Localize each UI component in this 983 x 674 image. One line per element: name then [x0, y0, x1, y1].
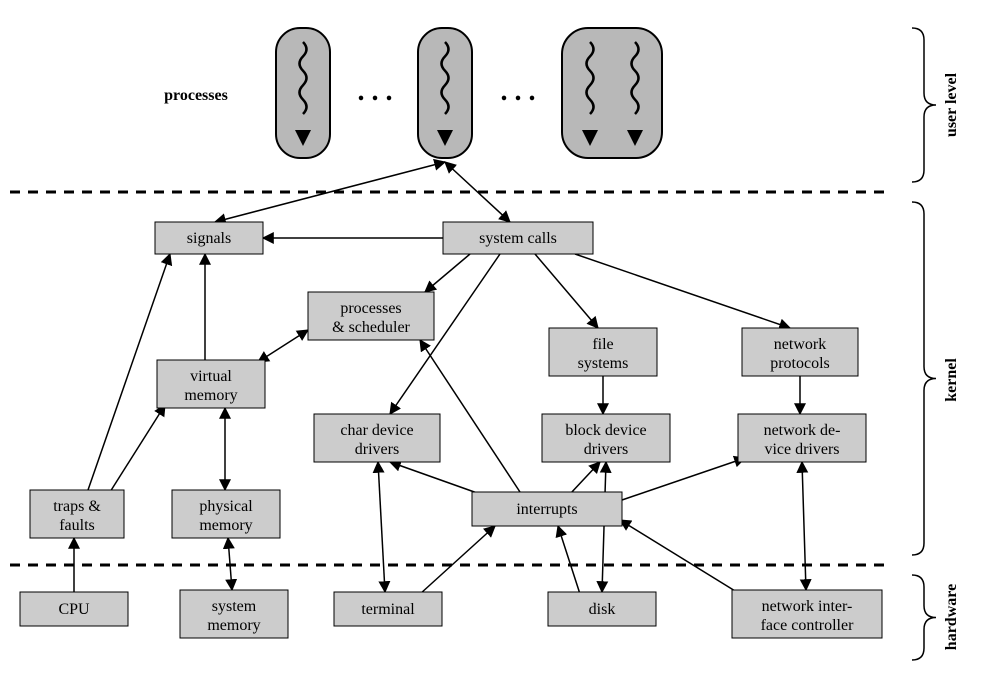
node-label: traps &: [53, 498, 101, 515]
node-label: & scheduler: [332, 319, 410, 336]
edge: [622, 458, 745, 500]
node-label: char device: [340, 422, 413, 439]
node-label: system: [212, 598, 257, 615]
section-brace: [912, 575, 936, 660]
edge: [802, 462, 806, 590]
node-label: block device: [565, 422, 646, 439]
edge: [620, 520, 740, 594]
ellipsis: . . .: [501, 76, 536, 107]
node-label: network de-: [764, 422, 841, 439]
edge: [535, 254, 598, 328]
section-brace: [912, 28, 936, 182]
node-label: CPU: [58, 601, 90, 618]
section-label: user level: [943, 72, 960, 137]
node-label: disk: [589, 601, 616, 618]
edge: [575, 254, 790, 328]
node-label: drivers: [355, 441, 399, 458]
node-label: faults: [59, 517, 95, 534]
edge: [602, 462, 606, 592]
node-label: memory: [199, 517, 252, 534]
node-label: signals: [187, 230, 231, 247]
edge: [258, 330, 308, 362]
edge: [570, 462, 600, 494]
node-label: processes: [340, 300, 401, 317]
node-label: network: [774, 336, 826, 353]
edge: [558, 526, 580, 594]
node-label: interrupts: [516, 501, 577, 518]
section-brace: [912, 202, 936, 555]
edge: [390, 462, 480, 494]
edge: [425, 254, 470, 292]
processes-label: processes: [164, 87, 228, 104]
ellipsis: . . .: [358, 76, 393, 107]
node-label: system calls: [479, 230, 557, 247]
node-label: systems: [578, 355, 629, 372]
kernel-architecture-diagram: . . . . . . user level kernel hardware proc…: [0, 0, 983, 674]
node-label: terminal: [361, 601, 415, 618]
edge: [110, 405, 165, 492]
node-label: network inter-: [762, 598, 853, 615]
node-label: drivers: [584, 441, 628, 458]
node-label: protocols: [770, 355, 830, 372]
section-label: kernel: [943, 358, 960, 402]
node-label: memory: [184, 387, 237, 404]
edge: [420, 526, 495, 594]
section-label: hardware: [943, 584, 960, 650]
edge: [378, 462, 385, 592]
node-label: face controller: [761, 617, 855, 634]
process-icon: [562, 28, 662, 158]
node-label: virtual: [190, 368, 232, 385]
node-label: memory: [207, 617, 260, 634]
node-label: vice drivers: [764, 441, 839, 458]
node-label: physical: [199, 498, 253, 515]
node-label: file: [592, 336, 613, 353]
